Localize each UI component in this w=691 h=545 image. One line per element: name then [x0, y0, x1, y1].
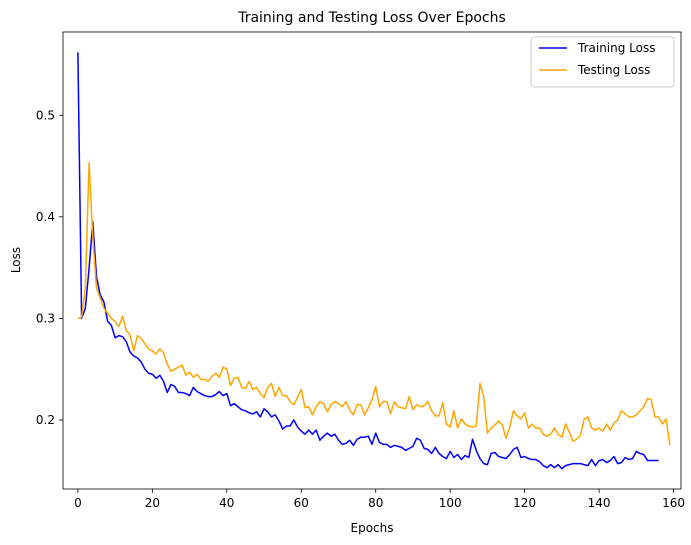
series-line-testing-loss — [77, 162, 671, 446]
x-tick-label: 100 — [439, 496, 462, 510]
plot-frame — [62, 31, 682, 490]
y-axis-label: Loss — [9, 247, 23, 273]
x-tick-label: 160 — [662, 496, 685, 510]
x-tick-label: 40 — [219, 496, 234, 510]
x-tick-label: 140 — [588, 496, 611, 510]
x-tick-label: 80 — [368, 496, 383, 510]
series-line-training-loss — [77, 52, 659, 470]
x-axis-ticks: 0 20 40 60 80 100 120 140 160 — [74, 489, 685, 510]
plot-area — [63, 32, 681, 489]
x-axis-label: Epochs — [351, 521, 394, 535]
y-tick-label: 0.5 — [36, 108, 55, 122]
legend: Training Loss Testing Loss — [530, 36, 675, 88]
chart-title: Training and Testing Loss Over Epochs — [237, 10, 506, 26]
y-tick-label: 0.2 — [36, 413, 55, 427]
x-tick-label: 60 — [294, 496, 309, 510]
legend-box — [530, 36, 675, 88]
y-tick-label: 0.3 — [36, 311, 55, 325]
x-tick-label: 120 — [513, 496, 536, 510]
legend-label-training-loss: Training Loss — [577, 41, 655, 55]
legend-label-testing-loss: Testing Loss — [577, 63, 650, 77]
series-lines — [77, 52, 671, 470]
y-axis-ticks: 0.2 0.3 0.4 0.5 — [36, 108, 63, 427]
x-tick-label: 0 — [74, 496, 82, 510]
x-tick-label: 20 — [145, 496, 160, 510]
y-tick-label: 0.4 — [36, 210, 55, 224]
